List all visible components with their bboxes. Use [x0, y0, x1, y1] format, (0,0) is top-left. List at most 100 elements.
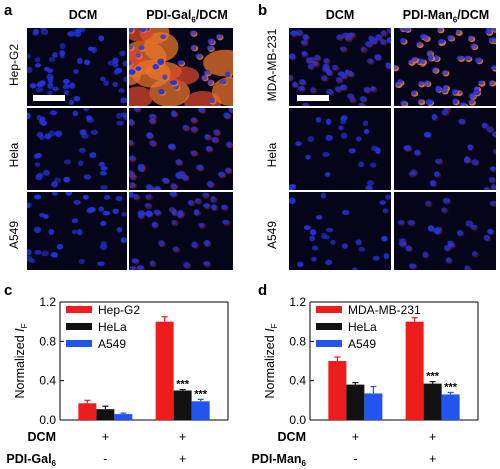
- cell-nucleus: [203, 70, 211, 75]
- cell-nucleus: [380, 29, 387, 36]
- cell-nucleus: [309, 235, 315, 242]
- cell-nucleus: [122, 60, 127, 67]
- cell-nucleus: [48, 56, 56, 62]
- cell-nucleus: [102, 210, 111, 216]
- cell-nucleus: [49, 110, 58, 116]
- cell-nucleus: [123, 76, 127, 83]
- cell-nucleus: [147, 185, 154, 190]
- legend-label: MDA-MB-231: [348, 303, 421, 317]
- cell-nucleus: [481, 122, 488, 128]
- cell-nucleus: [89, 152, 97, 159]
- cell-nucleus: [415, 41, 423, 47]
- cell-nucleus: [225, 167, 231, 173]
- cell-nucleus: [153, 209, 161, 215]
- bar-hep-g2: [155, 321, 174, 420]
- cell-nucleus: [189, 30, 197, 36]
- cell-nucleus: [158, 240, 165, 247]
- cell-nucleus: [289, 183, 297, 190]
- micrograph-b-hela-probe: [394, 108, 496, 190]
- cell-nucleus: [40, 28, 49, 36]
- cell-nucleus: [312, 61, 319, 66]
- cell-nucleus: [226, 141, 232, 147]
- cell-nucleus: [452, 98, 458, 105]
- cell-nucleus: [468, 99, 475, 105]
- cell-nucleus: [42, 169, 50, 176]
- cell-nucleus: [324, 172, 331, 177]
- cell-nucleus: [348, 148, 356, 154]
- cell-nucleus: [325, 227, 333, 233]
- cell-nucleus: [175, 159, 182, 165]
- cell-nucleus: [137, 212, 144, 219]
- cell-nucleus: [88, 206, 96, 213]
- cell-nucleus: [315, 116, 322, 123]
- cell-nucleus: [63, 159, 72, 165]
- cell-nucleus: [325, 118, 332, 125]
- cell-nucleus: [204, 134, 210, 140]
- micrograph-b-mda-probe: [394, 28, 496, 106]
- cell-nucleus: [386, 36, 391, 43]
- panel-b-row-mda: MDA-MB-231: [265, 28, 279, 102]
- cell-nucleus: [212, 129, 220, 135]
- cell-nucleus: [97, 261, 105, 267]
- cell-nucleus: [145, 210, 153, 217]
- cell-nucleus: [44, 133, 52, 140]
- y-tick-label: 1.2: [289, 295, 306, 309]
- cell-nucleus: [458, 118, 466, 125]
- cell-nucleus: [39, 116, 46, 123]
- cell-nucleus: [82, 194, 89, 200]
- cell-nucleus: [398, 238, 406, 244]
- cell-nucleus: [72, 110, 79, 117]
- cell-nucleus: [203, 239, 211, 247]
- micrograph-background: [129, 192, 233, 270]
- cell-nucleus: [315, 215, 323, 220]
- cell-nucleus: [99, 170, 107, 176]
- cell-nucleus: [325, 134, 333, 141]
- micrograph-a-hela-probe: [129, 108, 233, 190]
- y-tick-label: 0.4: [289, 374, 306, 388]
- cell-nucleus: [202, 192, 209, 198]
- cell-nucleus: [451, 89, 458, 95]
- cell-nucleus: [355, 239, 362, 246]
- cell-nucleus: [139, 28, 147, 33]
- cell-nucleus: [167, 143, 176, 150]
- cell-nucleus: [322, 63, 330, 70]
- cell-nucleus: [465, 220, 473, 227]
- cell-nucleus: [428, 54, 434, 61]
- cell-nucleus: [331, 64, 338, 70]
- cell-nucleus: [172, 246, 179, 252]
- cell-nucleus: [52, 86, 59, 92]
- cell-nucleus: [408, 263, 417, 269]
- cell-nucleus: [430, 179, 436, 187]
- bar-a549: [441, 394, 460, 420]
- cell-nucleus: [144, 203, 152, 208]
- panel-a-column-dcm: DCM: [68, 8, 98, 22]
- significance-marker: ***: [426, 371, 440, 383]
- cell-nucleus: [206, 45, 214, 51]
- legend-swatch: [316, 306, 342, 313]
- cell-nucleus: [137, 165, 145, 172]
- cell-nucleus: [367, 58, 374, 64]
- legend-swatch: [66, 340, 92, 347]
- cell-nucleus: [358, 102, 365, 106]
- cell-nucleus: [62, 83, 70, 90]
- bar-mda-mb-231: [405, 321, 424, 420]
- cell-nucleus: [362, 120, 369, 127]
- cell-nucleus: [346, 33, 352, 38]
- panel-letter-a: a: [4, 2, 13, 19]
- cell-nucleus: [191, 241, 198, 248]
- cell-nucleus: [441, 207, 447, 213]
- legend-label: HeLa: [348, 320, 377, 334]
- condition-value: +: [429, 430, 436, 444]
- bar-a549: [114, 414, 133, 420]
- cell-nucleus: [34, 162, 41, 167]
- cell-nucleus: [51, 192, 58, 196]
- micrograph-a-a549-dcm: [27, 192, 127, 270]
- cell-cytoplasm: [132, 59, 171, 88]
- cell-nucleus: [136, 265, 144, 270]
- condition-label: DCM: [28, 430, 56, 444]
- panel-letter-c: c: [4, 282, 13, 299]
- cell-nucleus: [129, 181, 136, 188]
- cell-nucleus: [112, 61, 119, 68]
- cell-nucleus: [129, 139, 134, 145]
- cell-nucleus: [145, 194, 152, 199]
